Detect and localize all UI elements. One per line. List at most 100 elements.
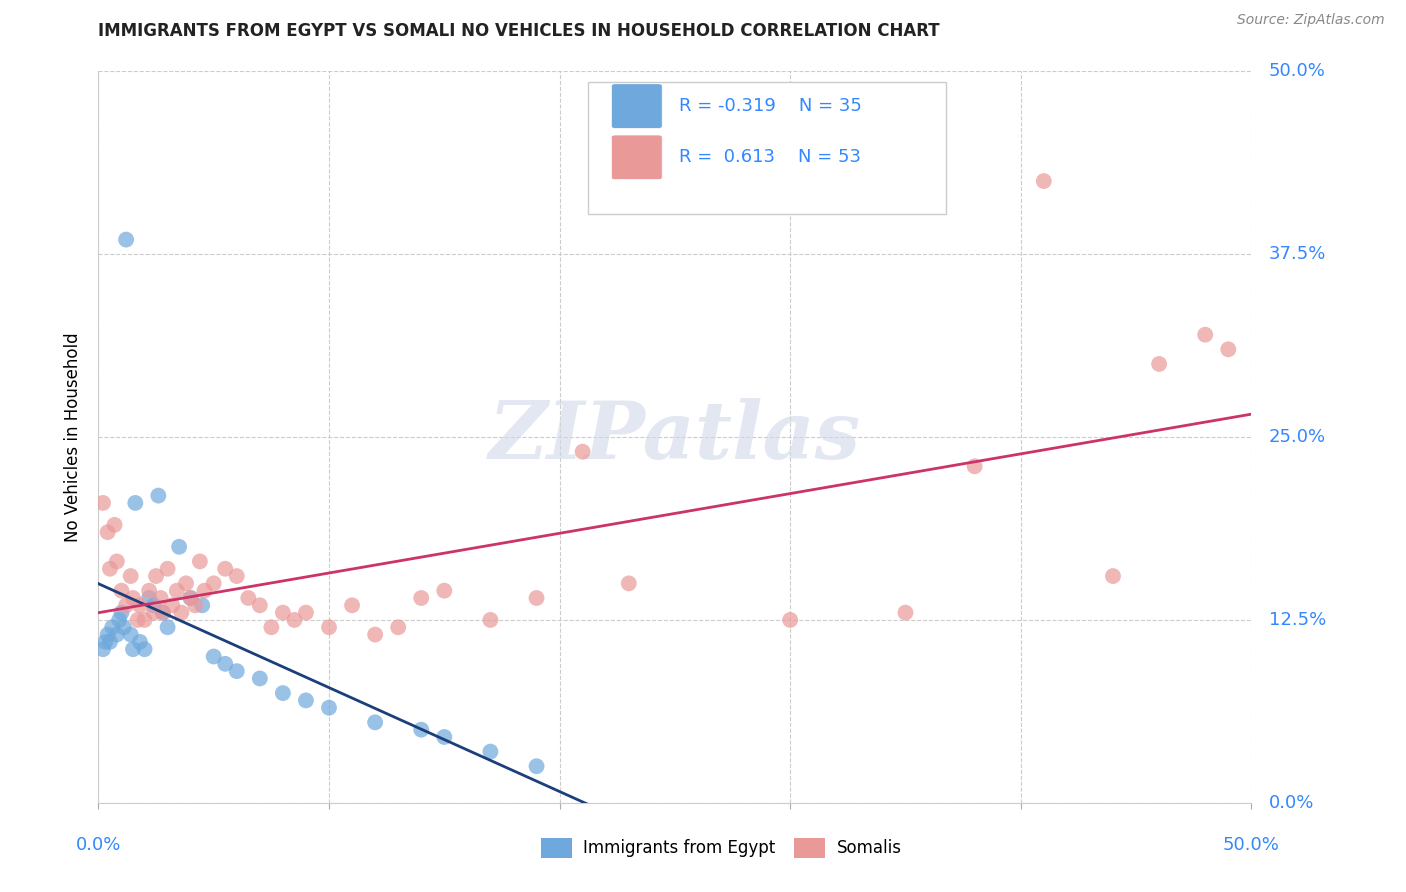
Point	[225, 664, 247, 678]
Point	[193, 583, 215, 598]
Point	[105, 554, 128, 568]
Text: 50.0%: 50.0%	[1223, 836, 1279, 854]
Point	[103, 517, 125, 532]
Point	[122, 591, 145, 605]
Point	[387, 620, 409, 634]
Point	[249, 599, 271, 613]
Point	[188, 554, 211, 568]
Point	[148, 489, 170, 503]
Point	[260, 620, 283, 634]
Point	[142, 606, 165, 620]
Point	[170, 606, 193, 620]
Point	[202, 649, 225, 664]
FancyBboxPatch shape	[588, 82, 946, 214]
Point	[138, 591, 160, 605]
Point	[180, 591, 202, 605]
Point	[411, 723, 433, 737]
Point	[122, 642, 145, 657]
Point	[526, 591, 548, 605]
Point	[433, 583, 456, 598]
Point	[134, 642, 156, 657]
Point	[115, 233, 138, 247]
Text: IMMIGRANTS FROM EGYPT VS SOMALI NO VEHICLES IN HOUSEHOLD CORRELATION CHART: IMMIGRANTS FROM EGYPT VS SOMALI NO VEHIC…	[98, 22, 941, 40]
Point	[249, 672, 271, 686]
Point	[283, 613, 305, 627]
Point	[97, 525, 120, 540]
Point	[617, 576, 640, 591]
Text: R =  0.613    N = 53: R = 0.613 N = 53	[679, 148, 862, 166]
Point	[105, 627, 128, 641]
Y-axis label: No Vehicles in Household: No Vehicles in Household	[65, 332, 83, 542]
Point	[202, 576, 225, 591]
Point	[120, 627, 142, 641]
Point	[479, 745, 502, 759]
Point	[963, 459, 986, 474]
Point	[1102, 569, 1125, 583]
Text: R = -0.319    N = 35: R = -0.319 N = 35	[679, 97, 862, 115]
Point	[101, 620, 124, 634]
Point	[364, 715, 387, 730]
Point	[167, 540, 190, 554]
Point	[145, 569, 167, 583]
Point	[225, 569, 247, 583]
Point	[97, 627, 120, 641]
Point	[1194, 327, 1216, 342]
Point	[115, 599, 138, 613]
Point	[318, 700, 340, 714]
Point	[340, 599, 363, 613]
Text: 50.0%: 50.0%	[1268, 62, 1326, 80]
Point	[138, 583, 160, 598]
Point	[411, 591, 433, 605]
Point	[271, 686, 294, 700]
Point	[98, 635, 121, 649]
Text: 12.5%: 12.5%	[1268, 611, 1326, 629]
Text: 0.0%: 0.0%	[1268, 794, 1315, 812]
Point	[94, 635, 117, 649]
Point	[1147, 357, 1170, 371]
Point	[110, 606, 132, 620]
Text: Source: ZipAtlas.com: Source: ZipAtlas.com	[1237, 13, 1385, 28]
Point	[142, 599, 165, 613]
Point	[295, 693, 318, 707]
Point	[191, 599, 214, 613]
Point	[152, 606, 174, 620]
Point	[779, 613, 801, 627]
Point	[184, 599, 207, 613]
Point	[110, 583, 132, 598]
Point	[166, 583, 188, 598]
Point	[526, 759, 548, 773]
Text: Immigrants from Egypt: Immigrants from Egypt	[583, 839, 776, 857]
Point	[91, 496, 114, 510]
Point	[364, 627, 387, 641]
Point	[149, 591, 172, 605]
FancyBboxPatch shape	[612, 135, 662, 179]
Text: 0.0%: 0.0%	[76, 836, 121, 854]
Point	[134, 613, 156, 627]
Point	[214, 562, 236, 576]
FancyBboxPatch shape	[612, 84, 662, 128]
Point	[152, 606, 174, 620]
Point	[124, 496, 146, 510]
Point	[127, 613, 149, 627]
Point	[433, 730, 456, 744]
Point	[160, 599, 183, 613]
Point	[156, 562, 179, 576]
Point	[238, 591, 260, 605]
Point	[174, 576, 197, 591]
Point	[571, 444, 593, 458]
Point	[120, 569, 142, 583]
Point	[129, 599, 152, 613]
Point	[112, 620, 135, 634]
Point	[271, 606, 294, 620]
Point	[894, 606, 917, 620]
Point	[295, 606, 318, 620]
Point	[156, 620, 179, 634]
Point	[180, 591, 202, 605]
Point	[129, 635, 152, 649]
Point	[214, 657, 236, 671]
Point	[1032, 174, 1054, 188]
Text: Somalis: Somalis	[837, 839, 901, 857]
Point	[1218, 343, 1240, 357]
Point	[98, 562, 121, 576]
Point	[108, 613, 131, 627]
